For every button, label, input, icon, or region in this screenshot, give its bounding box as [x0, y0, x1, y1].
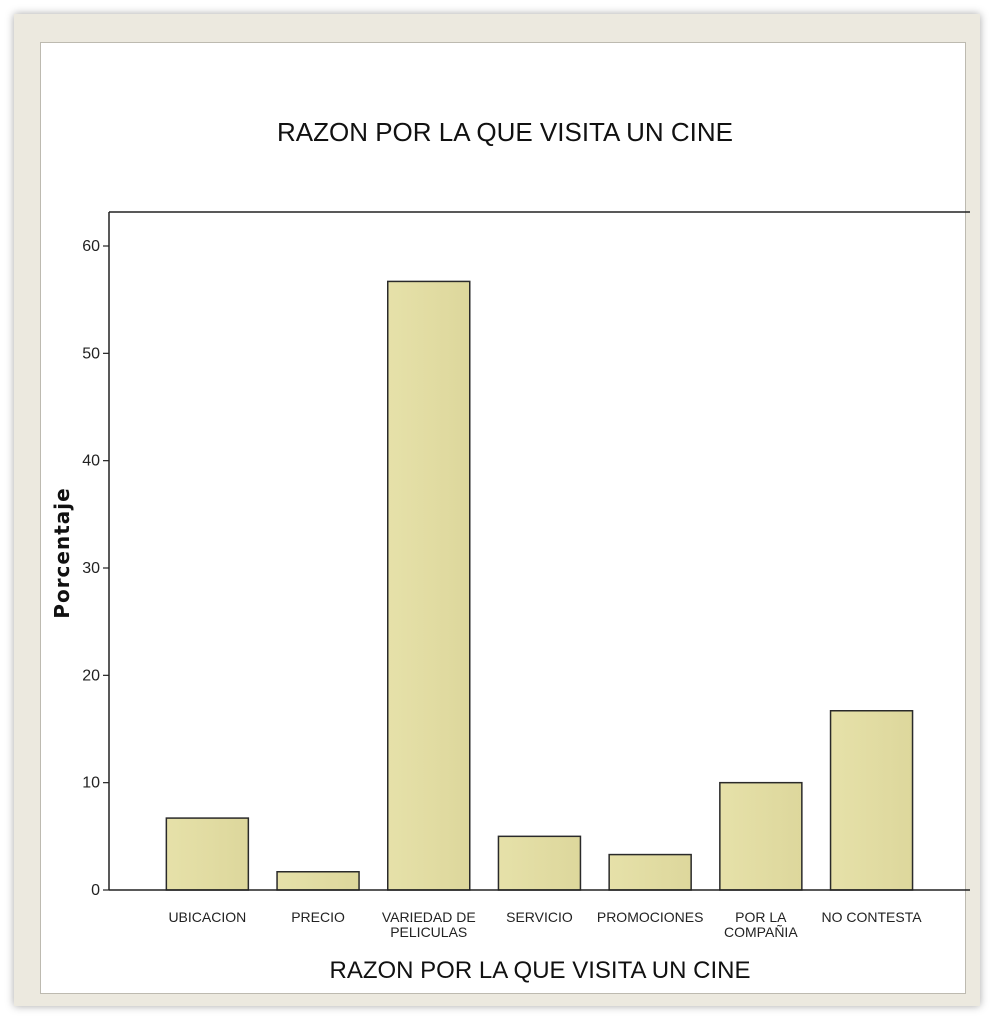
bar: [165, 817, 250, 891]
chart-title: RAZON POR LA QUE VISITA UN CINE: [277, 117, 733, 147]
bar: [719, 781, 803, 891]
x-tick-label: SERVICIO: [506, 909, 573, 925]
x-tick-label: PELICULAS: [390, 924, 467, 940]
x-tick-label: PRECIO: [291, 909, 345, 925]
y-tick-label: 60: [82, 238, 100, 255]
y-tick-label: 20: [82, 667, 100, 684]
y-tick-label: 50: [82, 345, 100, 362]
bar: [497, 835, 582, 891]
x-tick-label: UBICACION: [168, 909, 246, 925]
x-tick-label: POR LA: [735, 909, 787, 925]
y-tick-label: 30: [82, 560, 100, 577]
y-tick-label: 40: [82, 453, 100, 470]
x-tick-label: PROMOCIONES: [597, 909, 704, 925]
x-tick-label: VARIEDAD DE: [382, 909, 476, 925]
y-axis-label: Porcentaje: [50, 487, 74, 618]
bar: [829, 710, 914, 891]
y-tick-label: 10: [82, 775, 100, 792]
bar: [608, 853, 692, 891]
x-axis-label: RAZON POR LA QUE VISITA UN CINE: [330, 957, 751, 984]
x-tick-label: NO CONTESTA: [822, 909, 923, 925]
bar: [276, 871, 360, 891]
bar: [387, 280, 471, 891]
y-tick-label: 0: [91, 882, 100, 899]
x-tick-label: COMPAÑIA: [724, 924, 798, 940]
